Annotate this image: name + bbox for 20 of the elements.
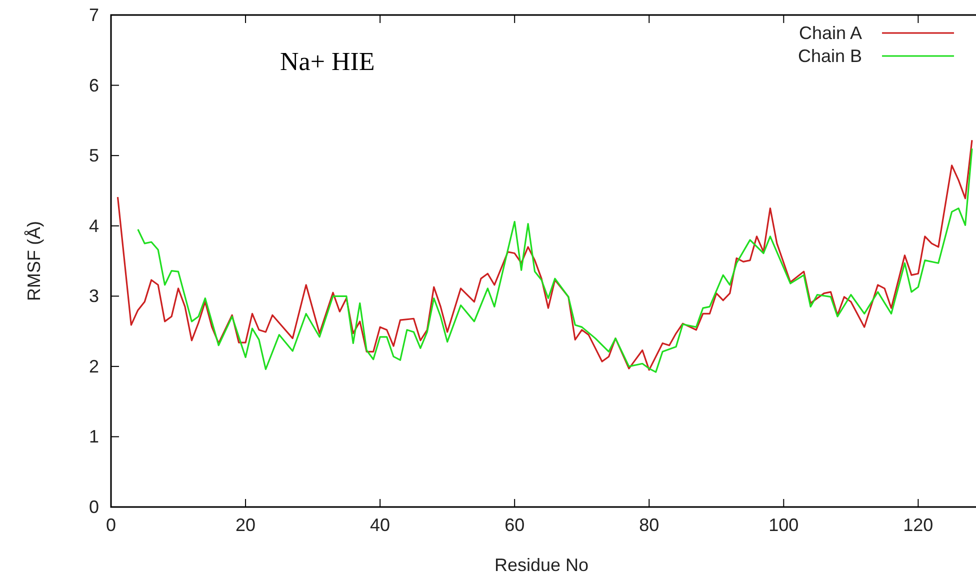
- x-tick-label: 120: [903, 515, 934, 535]
- y-tick-label: 4: [88, 216, 99, 236]
- y-tick-label: 5: [88, 146, 99, 166]
- y-tick-label: 3: [88, 286, 99, 306]
- y-axis-title: RMSF (Å): [24, 221, 44, 301]
- y-tick-label: 0: [88, 497, 99, 517]
- x-tick-label: 0: [106, 515, 116, 535]
- x-axis-title: Residue No: [494, 555, 589, 575]
- legend-label: Chain A: [798, 23, 862, 43]
- y-tick-label: 1: [88, 426, 99, 447]
- x-tick-label: 80: [639, 515, 660, 535]
- x-tick-label: 20: [236, 515, 256, 535]
- x-tick-label: 100: [768, 515, 799, 535]
- y-tick-label: 6: [88, 75, 99, 96]
- x-tick-label: 40: [370, 515, 390, 535]
- legend-label: Chain B: [798, 46, 862, 66]
- annotation: Na+ HIE: [280, 47, 375, 76]
- x-tick-label: 60: [504, 515, 525, 535]
- y-tick-label: 2: [88, 356, 99, 376]
- y-tick-label: 7: [88, 5, 99, 25]
